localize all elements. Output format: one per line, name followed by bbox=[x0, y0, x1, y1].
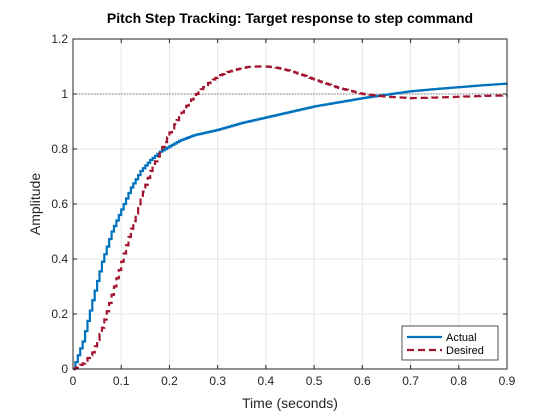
series-group bbox=[73, 65, 509, 371]
ticks: 0 0.1 0.2 0.3 0.4 0.5 0.6 0.7 0.8 0.9 0 0.2 0.4 0.6 0.… bbox=[51, 32, 515, 388]
x-tick-label: 0.5 bbox=[306, 374, 323, 388]
series-line-desired bbox=[73, 65, 509, 371]
y-tick-label: 1 bbox=[61, 87, 68, 101]
x-tick-label: 0 bbox=[70, 374, 77, 388]
legend-label-desired: Desired bbox=[446, 345, 484, 357]
x-tick-label: 0.7 bbox=[402, 374, 419, 388]
x-tick-label: 0.4 bbox=[258, 374, 275, 388]
x-tick-label: 0.8 bbox=[450, 374, 467, 388]
y-tick-label: 0.2 bbox=[51, 307, 68, 321]
legend-label-actual: Actual bbox=[446, 332, 477, 344]
x-tick-label: 0.3 bbox=[209, 374, 226, 388]
y-tick-label: 0.4 bbox=[51, 252, 68, 266]
chart-title: Pitch Step Tracking: Target response to … bbox=[107, 10, 473, 26]
y-tick-label: 0 bbox=[61, 362, 68, 376]
legend-box bbox=[401, 325, 499, 361]
x-tick-label: 0.6 bbox=[354, 374, 371, 388]
y-tick-label: 1.2 bbox=[51, 32, 68, 46]
x-tick-label: 0.1 bbox=[113, 374, 130, 388]
x-axis-label: Time (seconds) bbox=[242, 395, 338, 411]
series-line-actual bbox=[73, 82, 509, 371]
y-tick-label: 0.6 bbox=[51, 197, 68, 211]
y-tick-label: 0.8 bbox=[51, 142, 68, 156]
x-tick-label: 0.2 bbox=[161, 374, 178, 388]
x-tick-label: 0.9 bbox=[499, 374, 516, 388]
y-axis-label: Amplitude bbox=[27, 173, 43, 235]
